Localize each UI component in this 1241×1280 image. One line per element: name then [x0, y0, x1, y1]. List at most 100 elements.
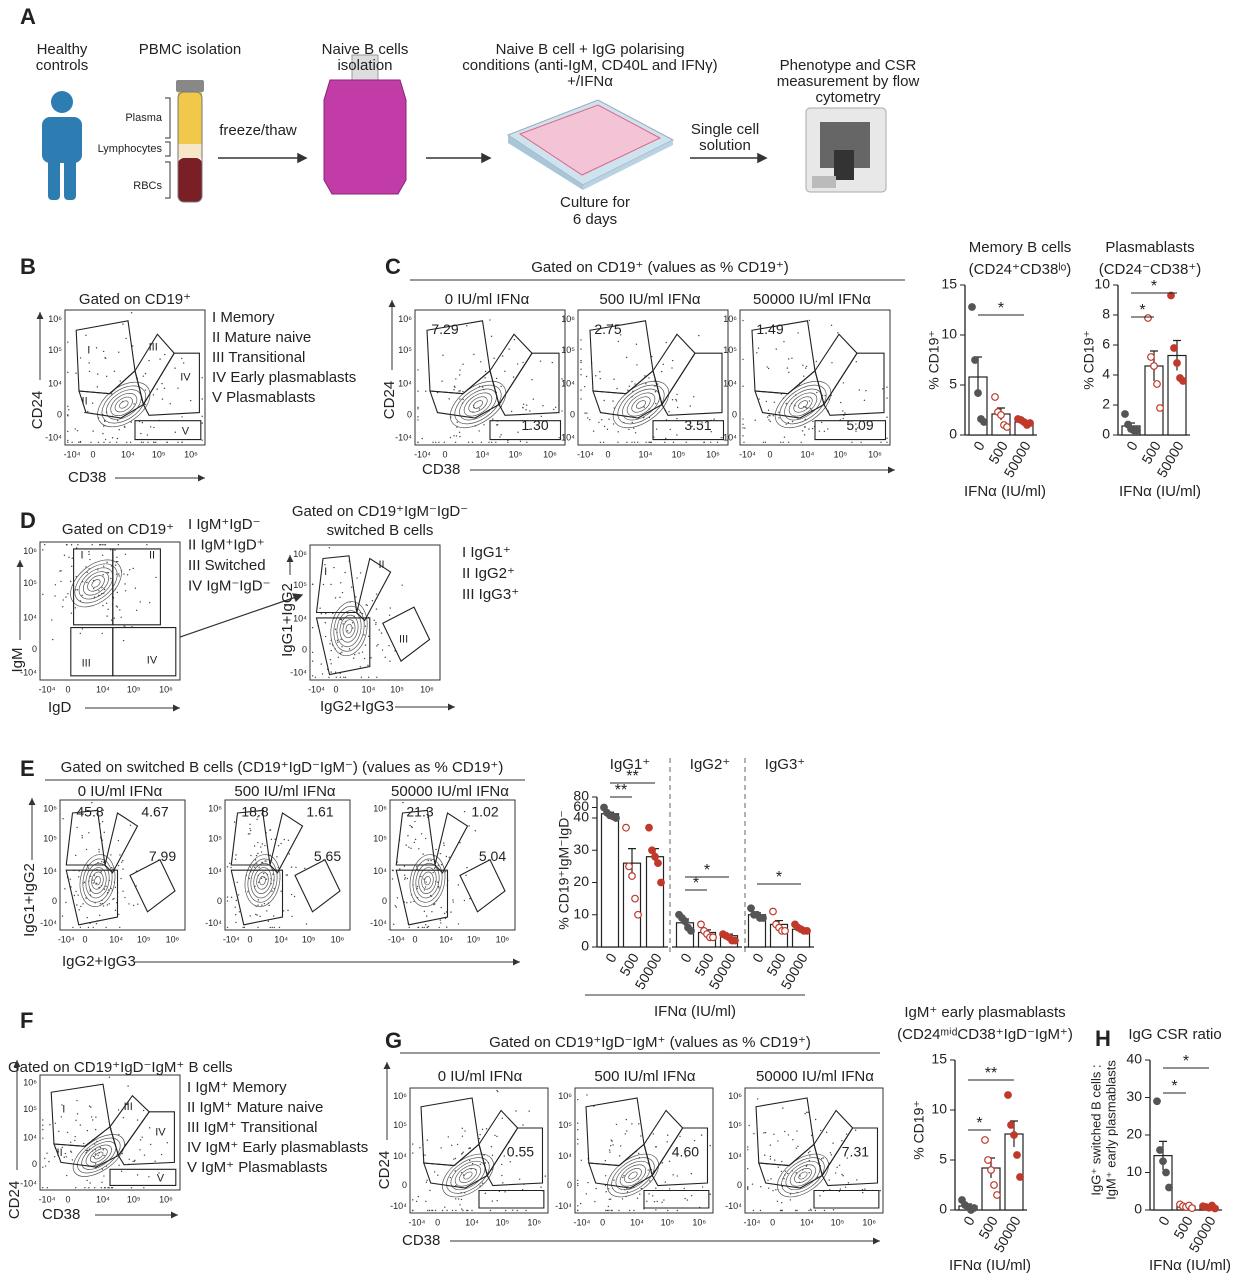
event-dot: [767, 1179, 769, 1181]
event-dot: [608, 418, 610, 420]
data-point: [974, 389, 982, 397]
gate-value: 4.67: [141, 804, 168, 820]
event-dot: [266, 910, 268, 912]
event-dot: [415, 1200, 418, 1203]
event-dot: [388, 614, 391, 616]
event-dot: [462, 390, 464, 393]
event-dot: [676, 434, 678, 436]
event-dot: [504, 370, 506, 372]
event-dot: [88, 1187, 90, 1189]
event-dot: [463, 899, 466, 902]
panel-label: A: [20, 4, 36, 29]
event-dot: [236, 881, 238, 884]
arrow-label: freeze/thaw: [219, 122, 297, 139]
event-dot: [304, 867, 306, 870]
event-dot: [247, 891, 249, 893]
legend-entry: III Transitional: [212, 349, 305, 366]
event-dot: [511, 1209, 514, 1211]
gate-title: Gated on CD19⁺IgD⁻IgM⁺ B cells: [8, 1059, 233, 1076]
event-dot: [60, 1116, 62, 1118]
event-dot: [93, 596, 96, 598]
event-dot: [371, 600, 374, 602]
plot-title: 50000 IU/ml IFNα: [753, 291, 871, 308]
event-dot: [408, 846, 410, 848]
event-dot: [122, 639, 125, 642]
data-point: [803, 926, 811, 935]
event-dot: [146, 434, 149, 436]
event-dot: [685, 441, 687, 443]
event-dot: [132, 567, 134, 570]
event-dot: [577, 1179, 579, 1182]
event-dot: [119, 926, 121, 929]
data-point: [1144, 314, 1152, 322]
event-dot: [350, 586, 353, 588]
event-dot: [257, 841, 259, 844]
event-dot: [780, 441, 782, 443]
event-dot: [388, 644, 390, 647]
event-dot: [129, 824, 132, 827]
event-dot: [594, 1200, 596, 1203]
axis-label: CD24: [381, 381, 398, 419]
event-dot: [67, 439, 69, 442]
event-dot: [478, 430, 480, 432]
event-dot: [507, 441, 509, 443]
event-dot: [329, 658, 332, 661]
event-dot: [311, 583, 314, 585]
event-dot: [341, 646, 343, 648]
event-dot: [465, 874, 467, 877]
event-dot: [432, 1209, 434, 1212]
event-dot: [441, 380, 443, 382]
event-dot: [757, 1098, 759, 1100]
event-dot: [330, 663, 332, 665]
significance-label: *: [998, 300, 1004, 317]
event-dot: [92, 879, 94, 881]
event-dot: [116, 606, 119, 608]
event-dot: [280, 890, 282, 892]
event-dot: [469, 1159, 471, 1162]
event-dot: [226, 866, 229, 868]
x-tick-label: 10⁵: [152, 449, 166, 459]
event-dot: [129, 569, 131, 571]
header-rules: [45, 279, 905, 1054]
event-dot: [624, 1133, 627, 1135]
event-dot: [634, 432, 637, 434]
density-contour: [415, 862, 440, 899]
event-dot: [518, 1178, 521, 1180]
event-dot: [89, 1182, 91, 1184]
event-dot: [668, 411, 670, 413]
density-contour: [798, 1171, 808, 1180]
x-tick-label: 0: [333, 684, 338, 694]
event-dot: [332, 612, 334, 615]
event-dot: [134, 1159, 136, 1162]
gate-value: 18.8: [241, 804, 268, 820]
event-dot: [102, 809, 104, 811]
x-tick-label: 10⁴: [800, 1217, 814, 1227]
y-tick-label: 10⁵: [561, 345, 575, 355]
event-dot: [181, 357, 183, 360]
event-dot: [439, 852, 442, 855]
header: Gated on switched B cells (CD19⁺IgD⁻IgM⁻…: [61, 759, 504, 776]
event-dot: [805, 406, 807, 409]
event-dot: [353, 653, 356, 656]
gate-label: III: [399, 633, 408, 645]
y-tick-label: -10⁴: [370, 918, 387, 928]
event-dot: [257, 816, 259, 818]
event-dot: [404, 877, 407, 879]
data-point: [1121, 410, 1129, 418]
event-dot: [672, 1174, 674, 1176]
event-dot: [453, 435, 455, 437]
event-dot: [671, 367, 673, 369]
event-dot: [393, 923, 395, 926]
event-dot: [438, 887, 440, 889]
event-dot: [111, 437, 114, 439]
event-dot: [364, 644, 367, 646]
event-dot: [360, 676, 363, 678]
event-dot: [103, 420, 106, 423]
event-dot: [807, 1151, 810, 1154]
x-tick-label: 0: [1155, 1213, 1173, 1228]
event-dot: [122, 859, 124, 862]
event-dot: [663, 1199, 665, 1201]
step-label: isolation: [337, 57, 392, 74]
event-dot: [117, 839, 120, 842]
event-dot: [599, 377, 602, 380]
